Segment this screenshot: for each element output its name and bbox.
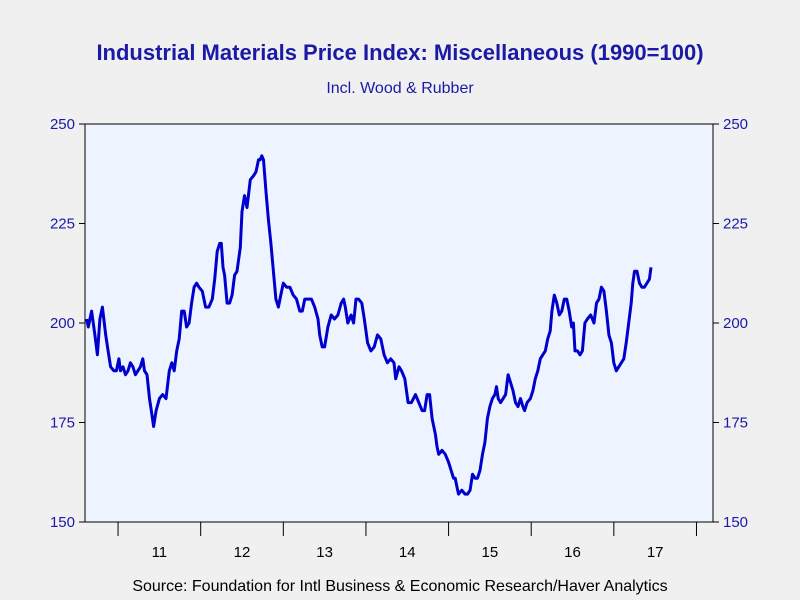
series-line [85, 154, 653, 496]
y-tick-label-right: 150 [723, 514, 748, 531]
x-axis: 11 12 13 14 15 16 17 [117, 522, 697, 561]
y-tick-label-left: 150 [50, 514, 75, 531]
source-note: Source: Foundation for Intl Business & E… [132, 578, 668, 595]
y-tick-label-right: 225 [723, 216, 748, 233]
y-tick-label-right: 200 [723, 315, 748, 332]
x-tick-label: 12 [234, 544, 251, 561]
chart-subtitle: Incl. Wood & Rubber [326, 80, 474, 97]
x-tick-label: 15 [482, 544, 499, 561]
chart-title: Industrial Materials Price Index: Miscel… [96, 40, 704, 65]
y-tick-label-left: 225 [50, 216, 75, 233]
y-axis-left: 250 225 200 175 150 [50, 116, 85, 531]
x-tick-label: 13 [316, 544, 333, 561]
x-tick-label: 11 [152, 544, 168, 561]
x-tick-label: 16 [564, 544, 581, 561]
y-tick-label-right: 250 [723, 116, 748, 133]
y-tick-label-left: 175 [50, 415, 75, 432]
x-tick-label: 14 [399, 544, 416, 561]
y-tick-label-right: 175 [723, 415, 748, 432]
x-tick-label: 17 [647, 544, 664, 561]
y-tick-label-left: 250 [50, 116, 75, 133]
y-axis-right: 250 225 200 175 150 [713, 116, 748, 531]
y-tick-label-left: 200 [50, 315, 75, 332]
